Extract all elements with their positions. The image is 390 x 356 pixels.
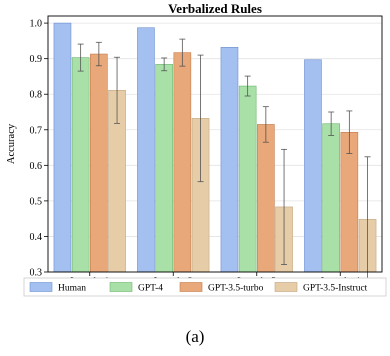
legend-swatch bbox=[109, 282, 133, 292]
legend-swatch bbox=[274, 282, 298, 292]
figure-caption: (a) bbox=[186, 327, 205, 346]
plot-frame bbox=[47, 15, 383, 273]
bar bbox=[304, 59, 322, 273]
bar bbox=[71, 57, 90, 273]
bar bbox=[90, 53, 108, 273]
bar bbox=[173, 52, 192, 273]
bar bbox=[220, 46, 239, 273]
y-tick-label: 0.7 bbox=[30, 125, 43, 136]
legend-label: GPT-3.5-Instruct bbox=[303, 284, 368, 294]
y-tick-label: 0.4 bbox=[30, 232, 43, 243]
y-tick-label: 0.9 bbox=[30, 54, 43, 65]
y-tick-label: 0.8 bbox=[30, 90, 43, 101]
bar bbox=[322, 123, 340, 273]
y-tick-label: 0.3 bbox=[30, 268, 43, 279]
legend-swatch bbox=[29, 282, 53, 292]
bar bbox=[238, 85, 257, 273]
chart-title: Verbalized Rules bbox=[168, 1, 262, 16]
legend-label: GPT-4 bbox=[138, 284, 163, 294]
legend-swatch bbox=[179, 282, 203, 292]
y-tick-label: 0.5 bbox=[30, 196, 43, 207]
bar bbox=[137, 27, 155, 273]
bar bbox=[53, 22, 72, 273]
legend-label: GPT-3.5-turbo bbox=[208, 284, 264, 294]
y-axis-label: Accuracy bbox=[6, 123, 17, 164]
bar bbox=[155, 64, 173, 273]
y-tick-label: 1.0 bbox=[30, 19, 43, 30]
bar bbox=[257, 124, 275, 273]
legend-label: Human bbox=[58, 284, 86, 294]
y-tick-label: 0.6 bbox=[30, 161, 43, 172]
